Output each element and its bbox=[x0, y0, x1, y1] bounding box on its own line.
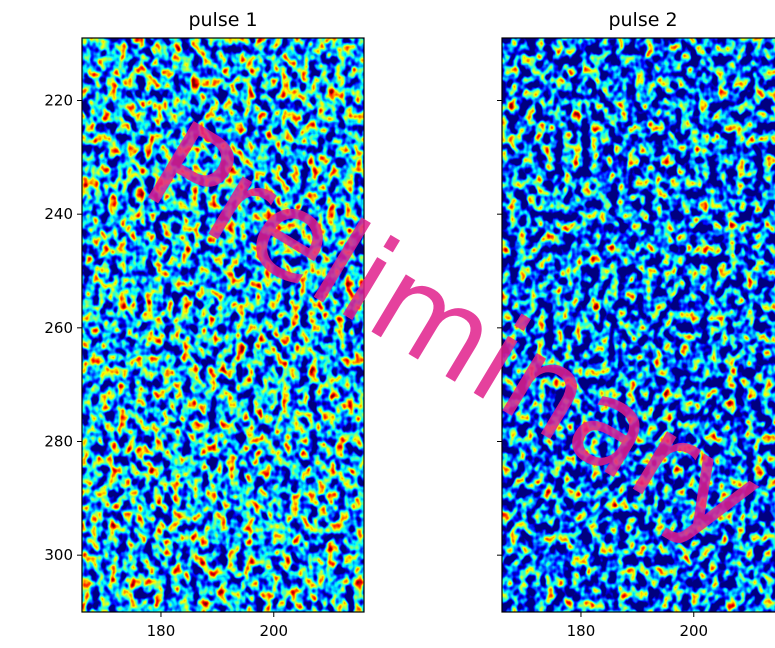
y-tick-label: 280 bbox=[44, 433, 73, 451]
x-tick-label: 180 bbox=[147, 622, 176, 640]
panel-title: pulse 2 bbox=[608, 9, 677, 31]
heatmap-image bbox=[502, 38, 775, 612]
y-tick-label: 300 bbox=[44, 546, 73, 564]
heatmap-image bbox=[82, 38, 364, 612]
y-tick-label: 260 bbox=[44, 319, 73, 337]
x-tick-label: 200 bbox=[259, 622, 288, 640]
panel: pulse 1 180 200 220 240 260 280 300 bbox=[44, 9, 365, 640]
axes-frame bbox=[501, 37, 775, 613]
panel-title: pulse 1 bbox=[188, 9, 257, 31]
y-tick-label: 220 bbox=[44, 92, 73, 110]
x-tick-label: 180 bbox=[567, 622, 596, 640]
y-tick-label: 240 bbox=[44, 205, 73, 223]
x-tick-label: 200 bbox=[679, 622, 708, 640]
panels: pulse 1 180 200 220 240 260 280 300 pulse 2 180 20… bbox=[44, 9, 775, 640]
panel: pulse 2 180 200 bbox=[497, 9, 775, 640]
axes-frame bbox=[81, 37, 365, 613]
